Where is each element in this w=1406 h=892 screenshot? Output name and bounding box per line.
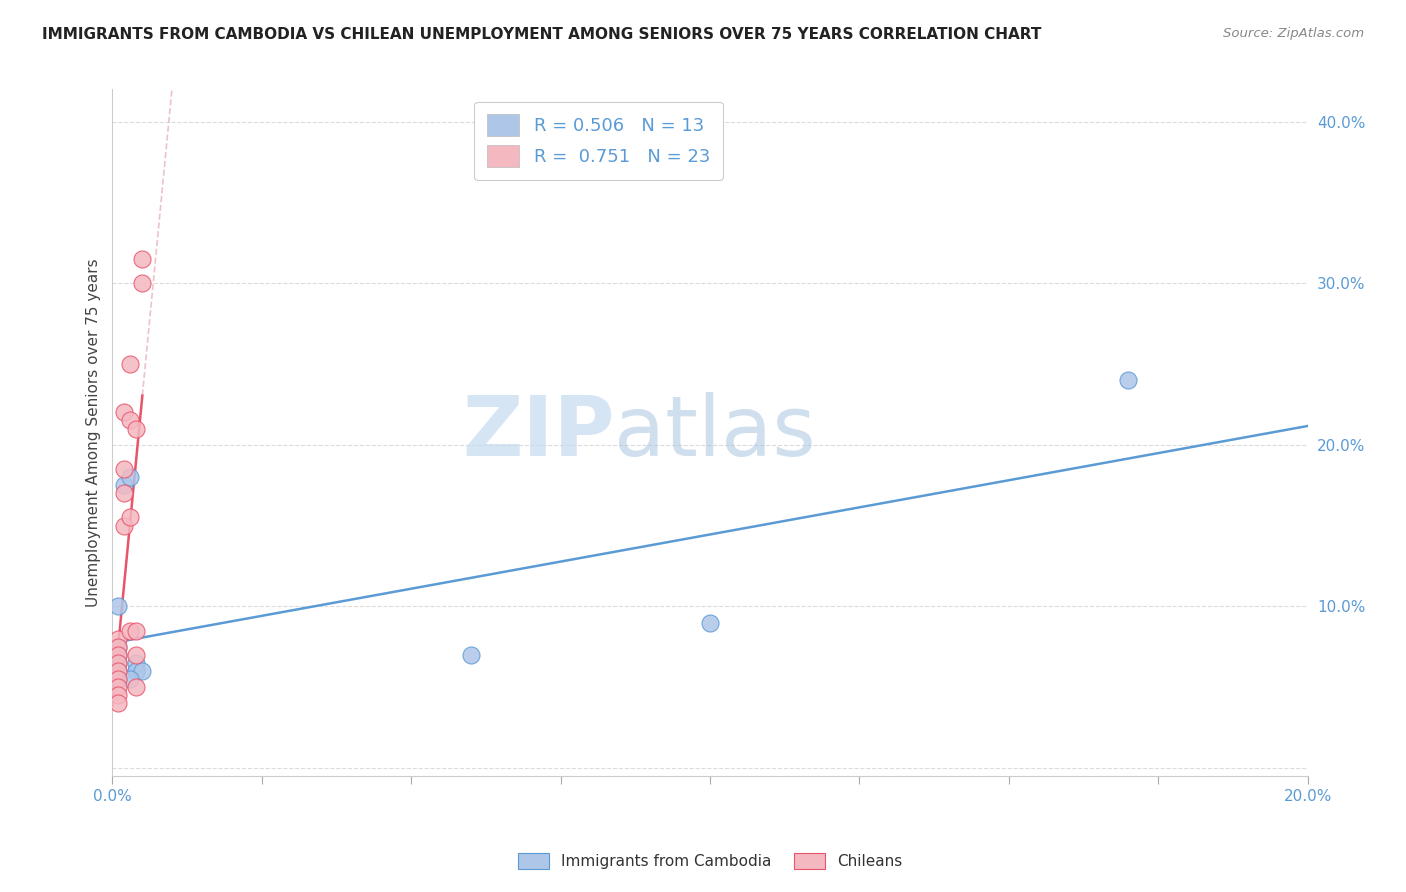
Point — [107, 672, 129, 686]
Point — [114, 518, 135, 533]
Point — [460, 648, 482, 662]
Point — [107, 648, 129, 662]
Point — [107, 696, 129, 710]
Point — [107, 664, 129, 678]
Point — [125, 656, 148, 670]
Point — [107, 640, 129, 654]
Text: IMMIGRANTS FROM CAMBODIA VS CHILEAN UNEMPLOYMENT AMONG SENIORS OVER 75 YEARS COR: IMMIGRANTS FROM CAMBODIA VS CHILEAN UNEM… — [42, 27, 1042, 42]
Point — [107, 640, 129, 654]
Point — [107, 664, 129, 678]
Point — [107, 672, 129, 686]
Point — [120, 672, 142, 686]
Point — [114, 462, 135, 476]
Point — [114, 486, 135, 500]
Point — [107, 656, 129, 670]
Point — [120, 413, 142, 427]
Point — [114, 405, 135, 419]
Point — [120, 470, 142, 484]
Text: atlas: atlas — [614, 392, 815, 473]
Text: Source: ZipAtlas.com: Source: ZipAtlas.com — [1223, 27, 1364, 40]
Point — [120, 624, 142, 638]
Point — [125, 421, 148, 435]
Point — [107, 680, 129, 694]
Point — [125, 680, 148, 694]
Point — [107, 599, 129, 614]
Point — [107, 648, 129, 662]
Y-axis label: Unemployment Among Seniors over 75 years: Unemployment Among Seniors over 75 years — [86, 259, 101, 607]
Point — [107, 656, 129, 670]
Point — [131, 664, 153, 678]
Point — [107, 688, 129, 702]
Point — [120, 510, 142, 524]
Point — [120, 357, 142, 371]
Point — [125, 624, 148, 638]
Text: ZIP: ZIP — [463, 392, 614, 473]
Point — [699, 615, 721, 630]
Point — [131, 276, 153, 290]
Point — [114, 478, 135, 492]
Legend: Immigrants from Cambodia, Chileans: Immigrants from Cambodia, Chileans — [510, 846, 910, 877]
Point — [1118, 373, 1140, 387]
Point — [125, 648, 148, 662]
Point — [107, 632, 129, 646]
Point — [125, 664, 148, 678]
Point — [125, 664, 148, 678]
Point — [131, 252, 153, 266]
